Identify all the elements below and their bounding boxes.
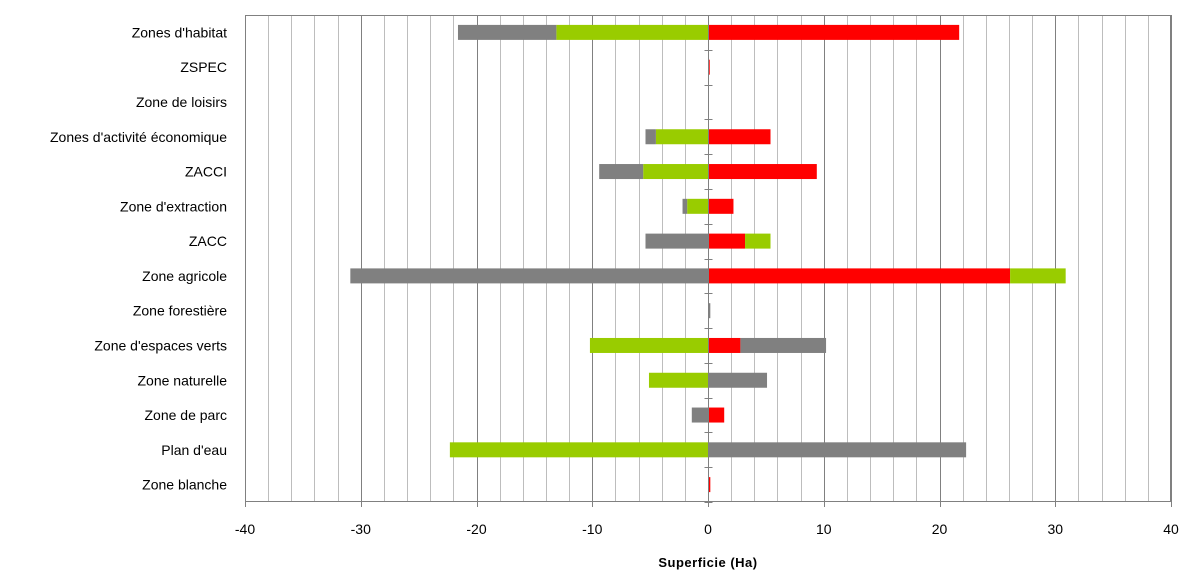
x-tick-label: -30 [351,521,371,537]
category-label: Zones d'habitat [132,24,227,40]
axes [245,15,1172,507]
category-label: ZACCI [185,164,227,180]
category-label: ZACC [189,233,227,249]
bar-segment-red [708,233,746,249]
bar-segment-gray [645,233,708,249]
bar-segment-gray [740,337,827,353]
bar-segment-gray [691,407,708,423]
bar-segment-green [655,129,708,145]
bar-segment-red [708,477,711,493]
bar-segment-red [708,198,734,214]
bar-segment-gray [457,24,557,40]
x-tick-label: 30 [1047,521,1063,537]
bar-segment-red [708,268,1011,284]
bar-segment-gray [599,164,644,180]
category-label: Zone d'espaces verts [94,337,227,353]
x-axis-title: Superficie (Ha) [658,555,757,570]
bar-segment-gray [350,268,708,284]
bar-segment-red [708,164,817,180]
x-tick-label: 10 [816,521,832,537]
bar-series [350,24,1066,493]
category-label: Zone forestière [133,303,227,319]
category-label: Zone de parc [145,407,228,423]
bar-segment-green [643,164,708,180]
x-tick-label: 0 [704,521,712,537]
bar-segment-green [687,198,708,214]
bar-segment-gray [708,442,967,458]
category-label: Plan d'eau [161,442,227,458]
x-tick-label: -10 [582,521,602,537]
x-tick-labels: -40 -30 -20 -10 0 10 20 30 40 [235,521,1179,537]
category-labels: Zones d'habitat ZSPEC Zone de loisirs Zones… [50,24,227,492]
category-label: ZSPEC [180,59,227,75]
category-label: Zone d'extraction [120,198,227,214]
bar-segment-red [708,129,771,145]
category-label: Zones d'activité économique [50,129,227,145]
bar-segment-red [708,337,741,353]
category-label: Zone blanche [142,477,227,493]
bar-segment-green [1010,268,1066,284]
bar-segment-red [708,407,725,423]
x-tick-label: -40 [235,521,255,537]
x-tick-label: 20 [932,521,948,537]
category-label: Zone naturelle [137,372,227,388]
bar-segment-red [708,24,960,40]
bar-segment-gray [708,372,768,388]
bar-segment-gray [708,303,711,319]
bar-segment-green [648,372,708,388]
bar-segment-green [745,233,771,249]
x-tick-label: -20 [466,521,486,537]
category-label: Zone agricole [142,268,227,284]
bar-segment-gray [682,198,688,214]
x-tick-label: 40 [1163,521,1179,537]
bar-segment-green [556,24,708,40]
bar-segment-green [449,442,708,458]
bar-segment-green [589,337,708,353]
bar-segment-gray [645,129,656,145]
category-label: Zone de loisirs [136,94,227,110]
